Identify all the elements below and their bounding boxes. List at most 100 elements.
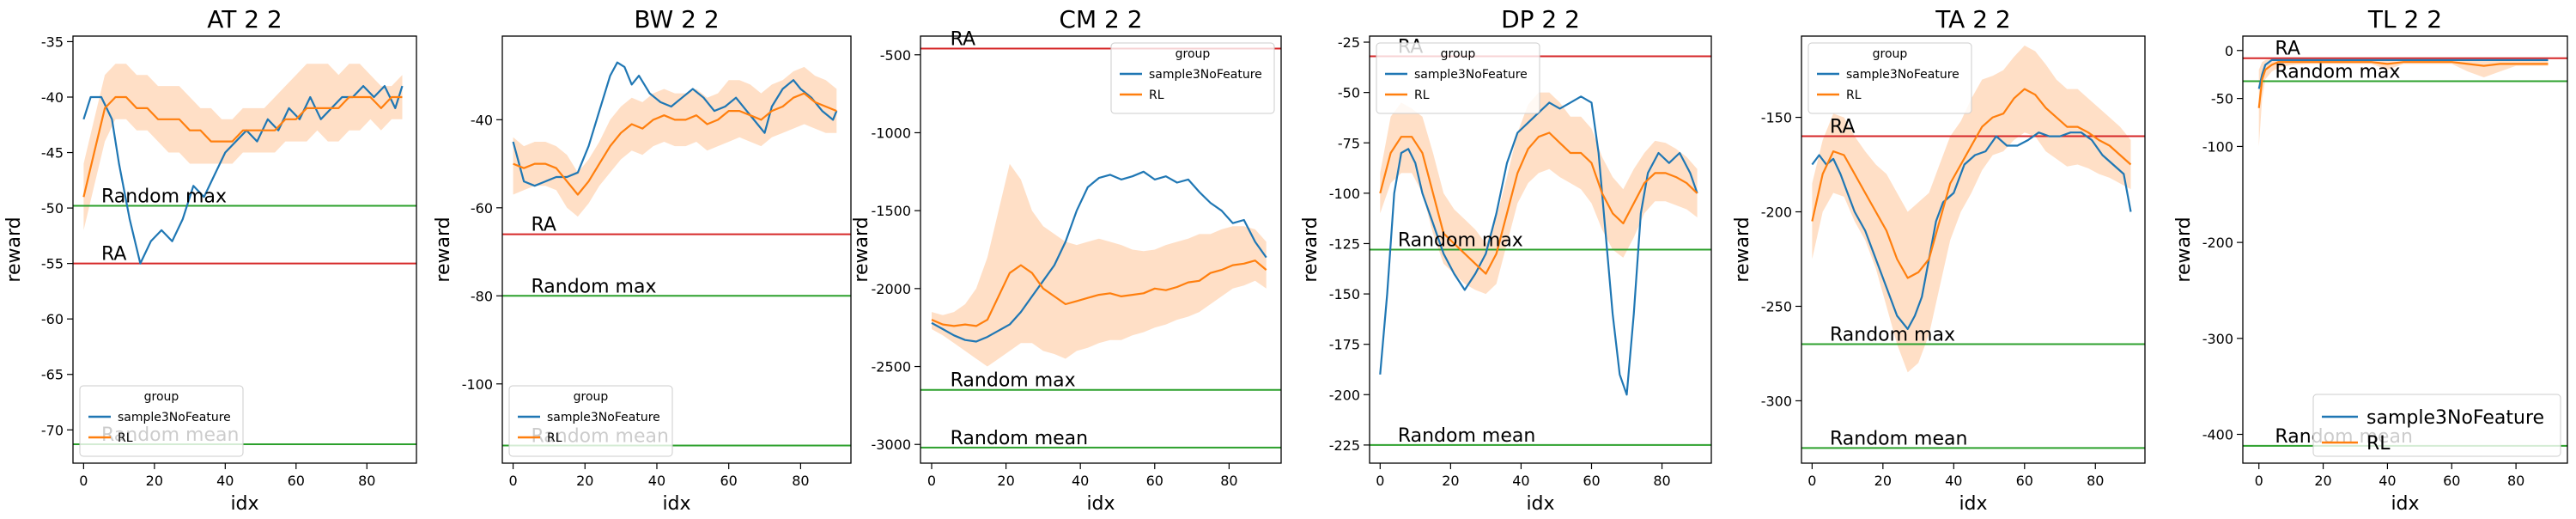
series-line-sample3nofeature	[1811, 131, 2132, 330]
x-tick-label: 60	[1583, 473, 1600, 489]
legend-label-rl: RL	[547, 431, 562, 445]
y-tick-label: -150	[1329, 286, 1360, 302]
confidence-band	[83, 64, 403, 230]
plot-area	[920, 47, 1281, 449]
series-line-rl	[2257, 61, 2549, 108]
y-tick-label: -50	[41, 200, 64, 217]
legend-label-sample3nofeature: sample3NoFeature	[2366, 407, 2544, 429]
x-tick-label: 40	[648, 473, 665, 489]
y-tick-label: -2500	[872, 359, 912, 376]
y-tick-label: -25	[1338, 34, 1360, 51]
legend: group sample3NoFeature RL	[1110, 42, 1275, 114]
series-line-rl	[1811, 88, 2132, 279]
x-tick-label: 20	[146, 473, 163, 489]
y-tick-label: -100	[2202, 138, 2233, 155]
chart-title: BW 2 2	[634, 5, 719, 34]
y-tick-label: -3000	[872, 437, 912, 453]
x-tick-label: 40	[1945, 473, 1962, 489]
y-axis-label: reward	[3, 217, 25, 282]
hline-label-ra: RA	[101, 244, 126, 266]
axes-frame	[1801, 35, 2146, 464]
y-tick-label: -60	[471, 200, 493, 217]
y-tick-label: -175	[1329, 337, 1360, 353]
chart-title: TL 2 2	[2367, 5, 2442, 34]
legend-label-rl: RL	[2366, 433, 2391, 455]
x-tick-label: 20	[2314, 473, 2331, 489]
hline-label-mean: Random mean	[951, 428, 1088, 449]
legend-title: group	[144, 390, 179, 404]
y-tick-label: -500	[880, 47, 911, 64]
y-tick-label: -200	[2202, 235, 2233, 251]
y-tick-label: -60	[41, 311, 64, 327]
y-tick-label: -250	[1761, 298, 1792, 314]
legend-box	[1110, 42, 1275, 114]
x-tick-label: 40	[1512, 473, 1529, 489]
chart-title: AT 2 2	[207, 5, 283, 34]
y-tick-label: -400	[2202, 426, 2233, 443]
x-tick-label: 40	[1072, 473, 1089, 489]
axes-frame	[1369, 35, 1712, 464]
hline-label-max: Random max	[101, 186, 227, 208]
x-tick-label: 20	[576, 473, 593, 489]
axes-frame	[501, 35, 852, 464]
x-tick-label: 0	[927, 473, 936, 489]
plot-area	[73, 64, 416, 446]
hline-label-ra: RA	[2275, 39, 2300, 60]
legend-label-sample3nofeature: sample3NoFeature	[547, 411, 660, 424]
confidence-band	[932, 163, 1267, 367]
y-tick-label: -70	[41, 422, 64, 438]
y-tick-label: -1000	[872, 125, 912, 141]
confidence-band	[1380, 92, 1698, 295]
y-tick-label: -150	[1761, 110, 1792, 126]
y-tick-label: -200	[1761, 205, 1792, 221]
series-line-rl	[82, 95, 403, 198]
y-tick-label: -40	[471, 112, 493, 128]
y-tick-label: 0	[2225, 43, 2233, 59]
axes-frame	[920, 35, 1282, 464]
series-line-sample3nofeature	[931, 170, 1267, 343]
plot-area	[1801, 46, 2145, 449]
legend: group sample3NoFeature RL	[79, 385, 244, 457]
y-tick-label: -225	[1329, 437, 1360, 454]
x-axis-label: idx	[1086, 493, 1115, 515]
x-tick-label: 0	[1376, 473, 1384, 489]
legend-label-rl: RL	[1846, 89, 1862, 102]
y-tick-label: -45	[41, 145, 64, 162]
x-tick-label: 80	[358, 473, 375, 489]
x-tick-label: 60	[2016, 473, 2033, 489]
x-tick-label: 20	[997, 473, 1014, 489]
y-tick-label: -300	[1761, 393, 1792, 409]
legend: sample3NoFeature RL	[2312, 394, 2561, 457]
x-tick-label: 80	[1220, 473, 1237, 489]
x-tick-label: 40	[216, 473, 234, 489]
axes-frame	[72, 35, 417, 464]
y-tick-label: -55	[41, 256, 64, 272]
legend: group sample3NoFeature RL	[1376, 42, 1540, 114]
hline-label-max: Random max	[1398, 230, 1523, 252]
x-axis-label: idx	[230, 493, 258, 515]
series-line-sample3nofeature	[2257, 58, 2549, 89]
y-axis-label: reward	[2173, 217, 2195, 282]
legend-label-rl: RL	[1149, 89, 1164, 102]
legend-box	[1376, 42, 1540, 114]
y-tick-label: -50	[1338, 85, 1360, 101]
x-axis-label: idx	[1526, 493, 1554, 515]
x-axis-label: idx	[2391, 493, 2419, 515]
x-tick-label: 20	[1874, 473, 1892, 489]
x-tick-label: 20	[1442, 473, 1459, 489]
hline-label-ra: RA	[1830, 117, 1855, 138]
y-axis-label: reward	[433, 217, 454, 282]
x-tick-label: 0	[1807, 473, 1816, 489]
series-line-rl	[931, 260, 1267, 327]
x-tick-label: 60	[2443, 473, 2460, 489]
legend-box	[79, 385, 244, 457]
subplot-cm-2-2: RA Random max Random mean 0 20 40 60 80 -3000 -25…	[851, 5, 1282, 515]
y-tick-label: -40	[41, 89, 64, 106]
legend-label-sample3nofeature: sample3NoFeature	[118, 411, 231, 424]
axes-frame	[2242, 35, 2568, 464]
legend: group sample3NoFeature RL	[1807, 42, 1972, 114]
